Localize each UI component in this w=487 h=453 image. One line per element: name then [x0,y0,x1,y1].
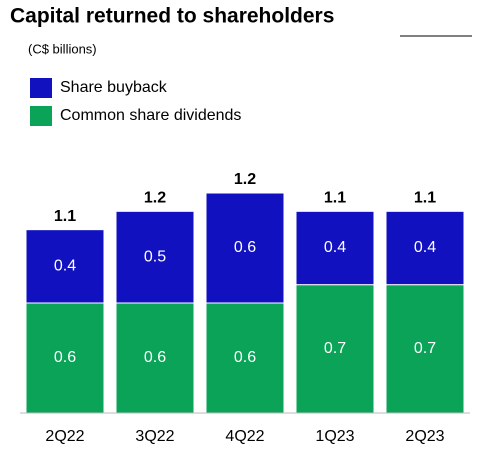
segment-label: 0.7 [324,340,346,357]
total-label: 1.2 [234,171,256,188]
legend-label: Common share dividends [60,107,241,124]
chart-title: Capital returned to shareholders [10,5,334,28]
total-label: 1.2 [144,190,166,207]
legend-label: Share buyback [60,79,168,96]
total-label: 1.1 [414,190,436,207]
segment-label: 0.5 [144,248,166,265]
total-label: 1.1 [54,208,76,225]
segment-label: 0.6 [54,349,76,366]
bar-segment [25,229,105,304]
segment-label: 0.7 [414,340,436,357]
legend-swatch [30,106,52,126]
segment-label: 0.4 [54,258,76,275]
bar-segment [205,302,285,414]
bar-segment [115,210,195,304]
x-tick-label: 4Q22 [225,428,264,445]
bar-segment [295,284,375,414]
segment-label: 0.6 [144,349,166,366]
chart-subtitle: (C$ billions) [28,41,97,56]
legend: Share buyback Common share dividends [30,78,241,126]
segment-label: 0.4 [414,239,436,256]
x-tick-label: 3Q22 [135,428,174,445]
segment-label: 0.6 [234,349,256,366]
segment-label: 0.6 [234,239,256,256]
segment-label: 0.4 [324,239,346,256]
bar-segment [385,210,465,286]
total-label: 1.1 [324,190,346,207]
bar-segment [205,192,285,304]
legend-swatch [30,78,52,98]
plot: 0.6 0.4 1.1 2Q22 0.6 0.5 1.2 3Q22 0.6 0.6 1.2 4Q22 0… [25,171,465,445]
bar-segment [295,210,375,286]
x-tick-label: 2Q23 [405,428,444,445]
x-tick-label: 1Q23 [315,428,354,445]
x-tick-label: 2Q22 [45,428,84,445]
bar-segment [385,284,465,414]
